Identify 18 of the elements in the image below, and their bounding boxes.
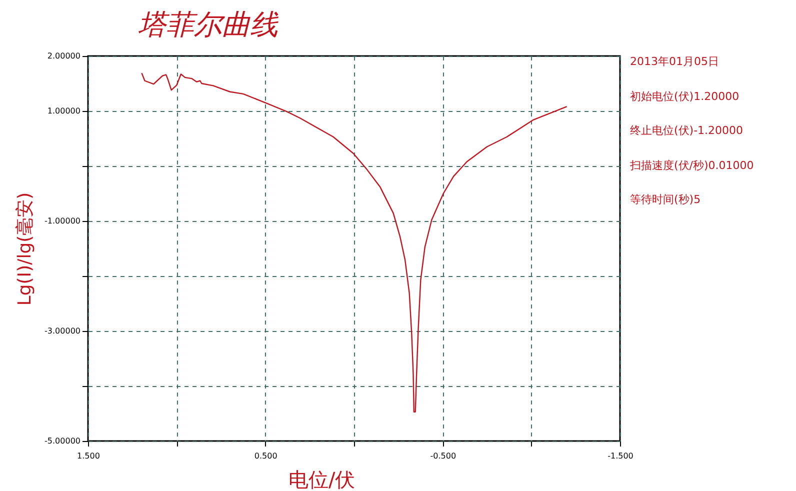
text: 扫描速度(伏/秒)0.01000	[630, 158, 754, 174]
text: 初始电位(伏)1.20000	[630, 88, 740, 104]
x-tick-label: 0.500	[254, 452, 278, 460]
y-tick-label: -5.00000	[44, 436, 80, 446]
x-tick-label: 1.500	[77, 452, 100, 460]
chart-title: 塔菲尔曲线	[138, 8, 280, 41]
y-tick-label: -1.00000	[44, 216, 80, 226]
y-tick-label: 1.00000	[47, 106, 80, 116]
text: 终止电位(伏)-1.20000	[630, 123, 744, 139]
line-series	[141, 72, 568, 412]
x-tick-label: -1.500	[608, 452, 634, 460]
text: 2013年01月05日	[630, 54, 720, 70]
y-tick-label: -3.00000	[44, 326, 80, 336]
x-tick-label: -0.500	[430, 452, 456, 460]
y-axis-title: Lg(I)/lg(毫安)	[14, 192, 36, 306]
y-tick-label: 2.00000	[47, 52, 80, 60]
x-axis-title: 电位/伏	[288, 468, 356, 491]
text: 等待时间(秒)5	[630, 192, 702, 208]
